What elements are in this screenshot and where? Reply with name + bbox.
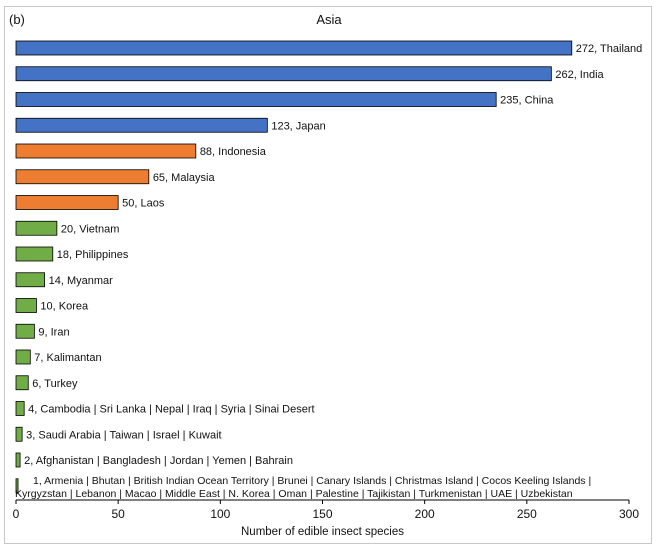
bar [15,195,119,210]
bar [15,66,552,82]
bar-label: 1, Armenia | Bhutan | British Indian Oce… [33,475,591,487]
bar [15,349,31,365]
x-tick-label: 250 [517,507,537,521]
bar-label: 10, Korea [40,301,89,313]
bar [15,401,25,416]
bar-label: 262, India [555,69,604,81]
bar-label: 20, Vietnam [61,223,120,235]
chart-frame [4,6,652,544]
bar [15,298,37,313]
bar-label: 14, Myanmar [49,275,114,287]
bar [15,143,197,159]
bar [15,272,46,288]
bar-label: 18, Philippines [57,249,129,261]
x-tick-label: 100 [210,507,230,521]
x-tick-label: 200 [415,507,435,521]
bar-label: 50, Laos [122,198,165,210]
bar-label: 3, Saudi Arabia | Taiwan | Israel | Kuwa… [26,429,221,441]
bar-label: 2, Afghanistan | Bangladesh | Jordan | Y… [24,455,293,467]
x-axis-label: Number of edible insect species [241,526,404,538]
bar-label: 123, Japan [271,120,325,132]
bar [15,452,21,468]
x-tick-label: 150 [312,507,332,521]
bar [15,169,150,185]
bar-label: 272, Thailand [576,43,642,55]
bar [15,426,23,442]
bar-label-line2: Kyrgyzstan | Lebanon | Macao | Middle Ea… [15,488,573,500]
bar-label: 9, Iran [38,326,69,338]
bar [15,40,573,56]
bar [15,375,29,391]
chart-title: Asia [316,12,342,27]
bar-label: 6, Turkey [32,378,78,390]
x-tick-label: 300 [619,507,639,521]
bar-label: 88, Indonesia [200,146,267,158]
bar [15,117,268,133]
bar [15,246,54,262]
bar [15,478,19,494]
bar [15,92,497,107]
bar-label: 7, Kalimantan [34,352,101,364]
x-tick-label: 50 [111,507,125,521]
bar-label: 65, Malaysia [153,172,216,184]
bar [15,220,58,236]
panel-label: (b) [9,12,25,27]
bar-label: 4, Cambodia | Sri Lanka | Nepal | Iraq |… [28,404,314,416]
bar [15,323,35,339]
bar-label: 235, China [500,95,554,107]
x-tick-label: 0 [13,507,20,521]
